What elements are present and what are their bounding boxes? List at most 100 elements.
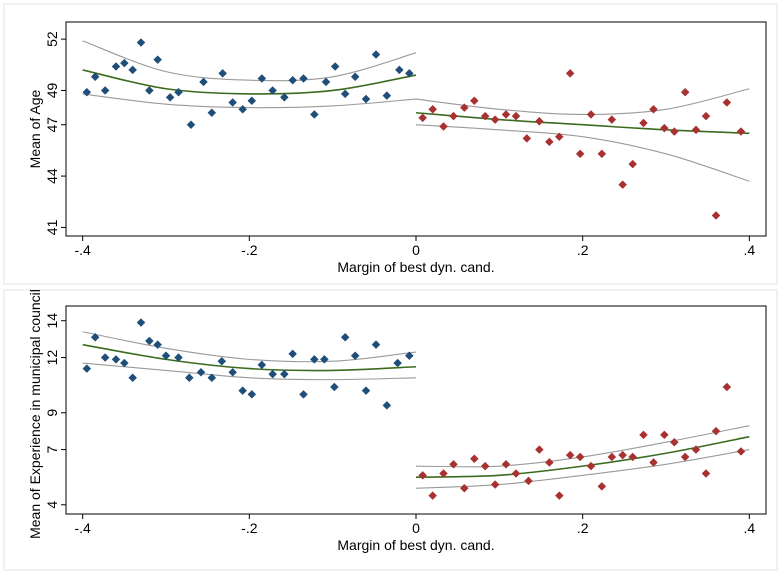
experience-right-point [501, 459, 511, 469]
experience-right-point [722, 382, 732, 392]
age-left-point [394, 65, 404, 75]
age-panel-background [3, 3, 778, 285]
age-left-point [321, 77, 331, 87]
age-left-point [350, 72, 360, 82]
age-right-point [618, 180, 628, 189]
experience-points [82, 318, 746, 500]
age-x-tick-label: -.4 [74, 242, 91, 258]
age-left-point [218, 69, 228, 78]
age-left-ci-lower [82, 93, 417, 109]
experience-left-point [100, 353, 110, 362]
age-left-point [128, 65, 138, 75]
experience-x-tick-label: -.4 [74, 520, 91, 536]
experience-right-point [428, 491, 438, 500]
age-x-axis-label: Margin of best dyn. cand. [337, 259, 494, 275]
experience-left-point [350, 351, 360, 361]
experience-left-point [136, 318, 146, 327]
age-right-point [511, 111, 521, 121]
experience-left-point [119, 358, 129, 368]
experience-left-point [82, 364, 92, 373]
age-left-ci-upper [82, 40, 417, 82]
age-left-point [144, 86, 154, 95]
experience-right-point [691, 445, 701, 454]
age-left-point [238, 104, 248, 114]
age-left-point [100, 86, 110, 95]
experience-left-point [257, 360, 267, 370]
age-left-point [119, 58, 129, 68]
age-left-fit-line [82, 69, 417, 95]
experience-y-tick-label: 9 [44, 409, 60, 417]
experience-x-tick-label: .2 [577, 520, 589, 536]
age-right-point [428, 104, 438, 114]
age-x-axis: -.4 -.2 0 .2 .4 [74, 236, 755, 258]
experience-x-tick-label: .4 [743, 520, 755, 536]
experience-right-point [544, 458, 554, 467]
experience-left-point [238, 386, 248, 396]
age-right-point [628, 159, 638, 169]
experience-left-point [268, 369, 278, 379]
experience-right-point [649, 458, 658, 467]
experience-y-tick-label: 4 [44, 501, 60, 509]
age-left-point [153, 55, 163, 65]
experience-right-point [607, 452, 617, 462]
age-right-ci-lower [415, 124, 750, 182]
experience-right-point [469, 454, 479, 464]
experience-right-point [628, 452, 638, 462]
experience-left-point [207, 373, 217, 383]
experience-left-point [111, 355, 121, 364]
experience-left-point [340, 332, 350, 342]
age-left-point [257, 74, 267, 83]
age-right-point [711, 211, 721, 220]
age-right-ci-upper [415, 88, 750, 116]
age-right-point [659, 123, 669, 133]
age-y-tick-label: 41 [44, 219, 60, 235]
experience-left-point [144, 336, 154, 346]
age-right-point [575, 149, 585, 159]
age-left-point [90, 72, 100, 82]
experience-left-point [279, 369, 289, 379]
experience-right-point [480, 461, 490, 471]
experience-right-point [586, 461, 596, 471]
experience-fits [82, 331, 750, 489]
age-right-point [722, 98, 732, 107]
experience-left-point [309, 355, 319, 364]
experience-right-point [449, 459, 458, 469]
experience-panel-background [3, 289, 778, 571]
age-left-point [247, 96, 257, 106]
age-right-point [639, 118, 648, 128]
age-right-point [565, 69, 575, 78]
experience-x-tick-label: -.2 [241, 520, 258, 536]
experience-right-point [439, 469, 448, 478]
age-y-axis: 41 44 47 49 52 [44, 31, 66, 235]
age-right-point [418, 113, 428, 123]
age-y-tick-label: 44 [44, 168, 60, 184]
age-right-point [691, 125, 701, 135]
experience-x-tick-label: 0 [412, 520, 420, 536]
age-right-point [554, 132, 564, 142]
age-right-point [480, 111, 490, 121]
experience-right-point [511, 469, 521, 478]
experience-left-point [404, 351, 414, 361]
age-chart-panel: 41 44 47 49 52 -.4 -.2 0 .2 .4 Margin of best dy… [3, 3, 778, 285]
age-right-point [701, 111, 711, 121]
experience-left-ci-lower [82, 362, 417, 381]
experience-y-tick-label: 7 [44, 445, 60, 453]
age-right-point [597, 149, 607, 159]
experience-left-point [128, 373, 138, 383]
experience-right-point [680, 452, 690, 462]
experience-left-point [371, 340, 381, 350]
experience-left-point [299, 390, 308, 399]
experience-right-point [575, 452, 585, 462]
age-right-point [522, 134, 532, 143]
experience-right-point [459, 483, 469, 493]
age-x-tick-label: .2 [577, 242, 589, 258]
experience-y-tick-label: 14 [44, 313, 60, 329]
experience-left-point [184, 373, 194, 383]
experience-chart-panel: 4 7 9 12 14 -.4 -.2 0 .2 .4 Margin of best dyn. … [3, 289, 778, 571]
age-x-tick-label: -.2 [241, 242, 258, 258]
experience-left-point [174, 353, 183, 362]
age-right-point [501, 110, 511, 119]
experience-right-point [534, 445, 544, 454]
age-x-tick-label: 0 [412, 242, 420, 258]
experience-left-point [153, 340, 163, 350]
